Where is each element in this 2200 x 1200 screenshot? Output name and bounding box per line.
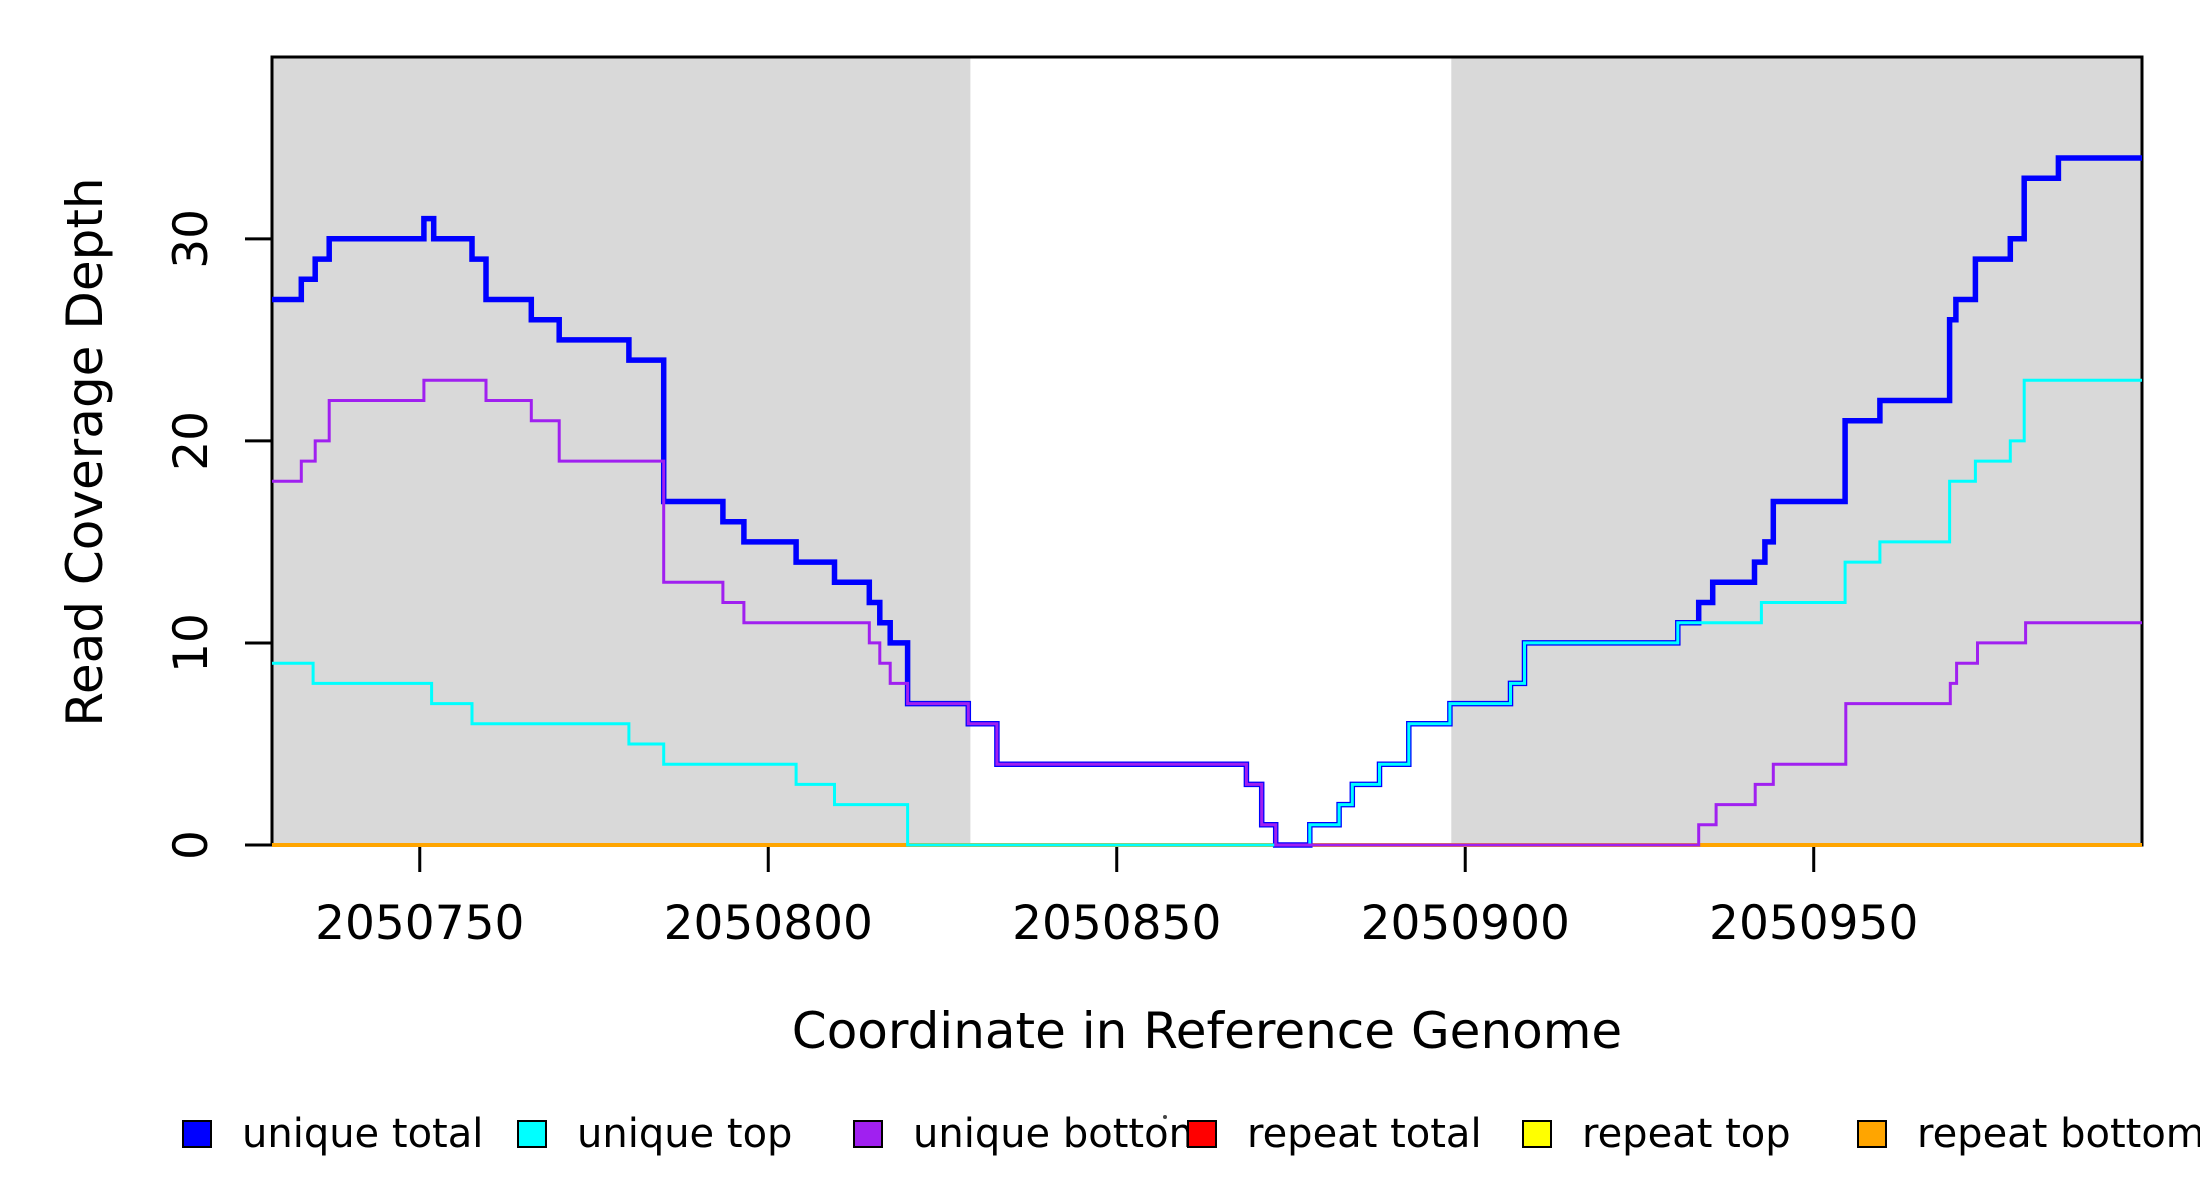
- x-axis-title: Coordinate in Reference Genome: [791, 1002, 1623, 1060]
- y-tick-label: 10: [164, 613, 219, 673]
- x-tick-label: 2050800: [664, 896, 873, 951]
- x-tick-label: 2050950: [1709, 896, 1918, 951]
- x-tick-label: 2050750: [315, 896, 524, 951]
- right-shaded-region: [1451, 57, 2142, 845]
- stray-dot-artifact: [1163, 1115, 1167, 1119]
- y-tick-label: 0: [164, 830, 219, 860]
- x-tick-label: 2050850: [1012, 896, 1221, 951]
- left-shaded-region: [272, 57, 971, 845]
- y-axis-title: Read Coverage Depth: [56, 177, 114, 727]
- series-unique-top: [272, 378, 2142, 847]
- y-tick-label: 20: [164, 411, 219, 471]
- series-unique-bottom: [272, 378, 2142, 847]
- y-tick-label: 30: [164, 209, 219, 269]
- x-tick-label: 2050900: [1361, 896, 1570, 951]
